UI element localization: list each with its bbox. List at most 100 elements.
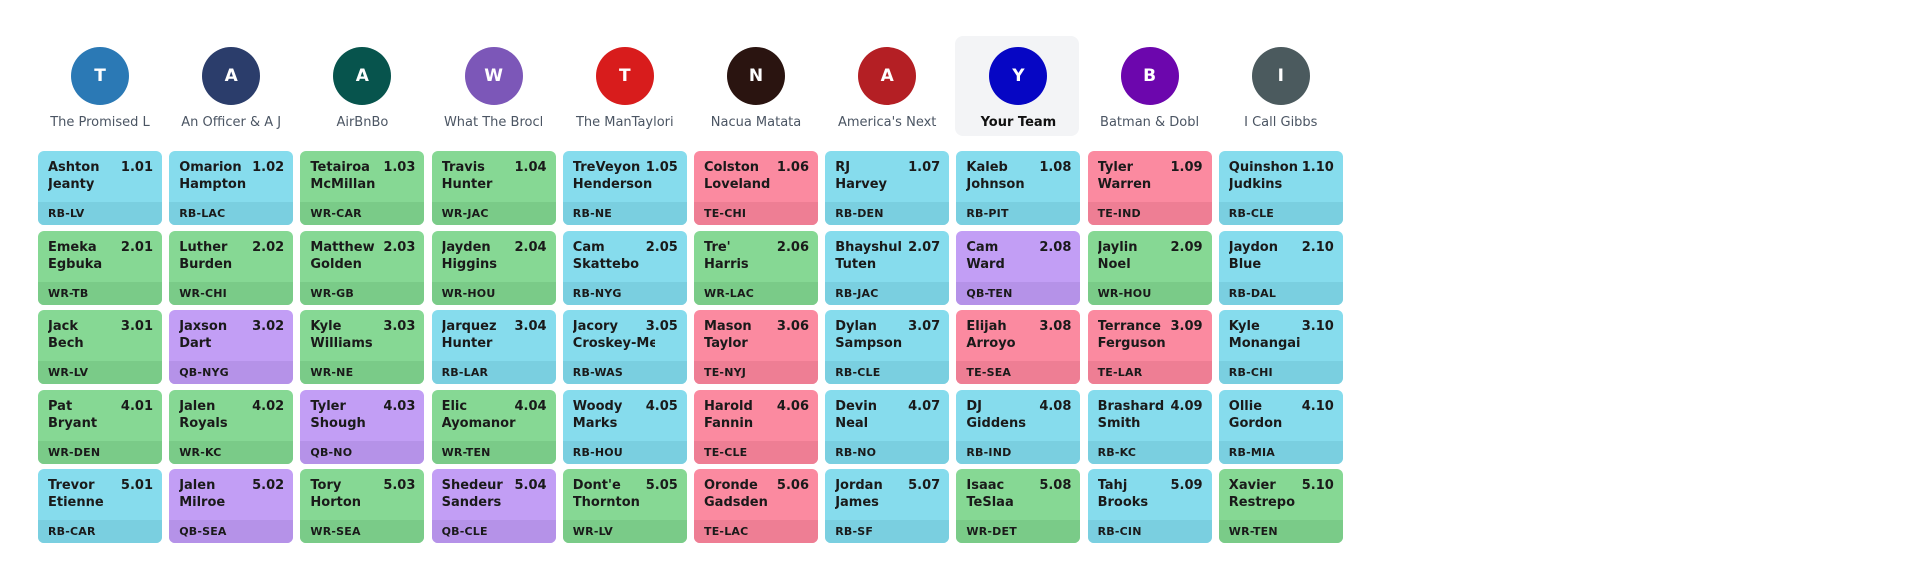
player-last-name: Gordon [1228,415,1283,431]
nfl-team-label: SEA [336,525,361,538]
player-first-name: Kyle [310,319,342,334]
team-header[interactable]: Y Your Team [953,47,1083,130]
pick-card[interactable]: Kaleb Johnson 1.08 RB-PIT [956,151,1081,225]
pick-card[interactable]: Omarion Hampton 1.02 RB-LAC [169,151,294,225]
position-team-label: RB-LV [38,202,162,225]
player-first-name: Jayden [441,239,491,255]
position-label: WR [179,286,201,300]
pick-card[interactable]: DJ Giddens 4.08 RB-IND [956,389,1081,464]
nfl-team-label: LAC [729,286,754,300]
position-team-label: WR-GB [300,281,425,305]
pick-card[interactable]: Jacory Croskey-Merritt 3.05 RB-WAS [562,310,687,384]
player-first-name: Quinshon [1228,160,1298,175]
pick-number: 2.01 [120,239,153,255]
pick-card[interactable]: Dont'e Thornton 5.05 WR-LV [562,469,687,543]
nfl-team-label: TEN [465,445,491,459]
pick-card[interactable]: Ashton Jeanty 1.01 RB-LV [38,151,162,225]
player-name: Pat Bryant [48,398,130,432]
position-team-label: WR-LAC [694,281,818,305]
separator: - [590,207,595,220]
pick-card[interactable]: Travis Hunter 1.04 WR-JAC [431,151,556,225]
pick-card[interactable]: Devin Neal 4.07 RB-NO [825,389,950,464]
team-header[interactable]: T The ManTaylori [560,47,690,130]
pick-card[interactable]: Jack Bech 3.01 WR-LV [38,310,162,384]
pick-card[interactable]: Oronde Gadsden 5.06 TE-LAC [694,469,818,543]
player-name: Isaac TeSlaa [966,477,1048,511]
nfl-team-label: DAL [1250,286,1277,300]
pick-card[interactable]: Tyler Shough 4.03 QB-NO [300,389,425,464]
team-name: America's Next [837,115,937,130]
team-header[interactable]: I I Call Gibbs [1216,47,1346,130]
position-label: WR [310,525,332,538]
pick-card[interactable]: Terrance Ferguson 3.09 TE-LAR [1087,310,1212,384]
pick-card[interactable]: TreVeyon Henderson 1.05 RB-NE [562,151,687,225]
pick-card[interactable]: Colston Loveland 1.06 TE-CHI [694,151,818,225]
pick-card[interactable]: Luther Burden 2.02 WR-CHI [169,230,294,305]
pick-card[interactable]: Elic Ayomanor 4.04 WR-TEN [431,389,556,464]
player-last-name: Warren [1097,177,1152,192]
pick-number: 1.02 [252,160,285,175]
pick-number: 2.06 [776,239,809,255]
pick-card[interactable]: Jarquez Hunter 3.04 RB-LAR [431,310,556,384]
pick-number: 5.06 [776,478,809,493]
position-label: RB [572,286,591,300]
pick-card[interactable]: Tory Horton 5.03 WR-SEA [300,469,425,543]
player-first-name: Tyler [1097,160,1134,175]
pick-card[interactable]: Jayden Higgins 2.04 WR-HOU [431,230,556,305]
team-avatar: A [333,47,392,105]
pick-card[interactable]: Quinshon Judkins 1.10 RB-CLE [1218,151,1343,225]
player-first-name: Harold [704,398,753,414]
position-label: WR [704,286,726,300]
pick-card[interactable]: Tahj Brooks 5.09 RB-CIN [1087,469,1212,543]
pick-card[interactable]: Tre' Harris 2.06 WR-LAC [694,230,818,305]
pick-card[interactable]: Trevor Etienne 5.01 RB-CAR [38,469,162,543]
pick-card[interactable]: Brashard Smith 4.09 RB-KC [1087,389,1212,464]
player-first-name: Elic [441,398,468,414]
pick-card[interactable]: Woody Marks 4.05 RB-HOU [562,389,687,464]
player-first-name: Devin [835,398,877,414]
pick-card[interactable]: Tetairoa McMillan 1.03 WR-CAR [300,151,425,225]
position-label: WR [310,207,332,220]
team-header[interactable]: A An Officer & A J [166,47,296,130]
team-header[interactable]: W What The Brocl [429,47,559,130]
pick-card[interactable]: Mason Taylor 3.06 TE-NYJ [694,310,818,384]
pick-card[interactable]: Kyle Williams 3.03 WR-NE [300,310,425,384]
position-team-label: RB-CAR [38,520,162,543]
pick-card[interactable]: Emeka Egbuka 2.01 WR-TB [38,230,162,305]
team-header[interactable]: A AirBnBo [297,47,427,130]
team-header[interactable]: N Nacua Matata [691,47,821,130]
team-header[interactable]: A America's Next [822,47,952,130]
player-last-name: Noel [1097,256,1131,272]
pick-card[interactable]: Jalen Milroe 5.02 QB-SEA [169,469,294,543]
pick-card[interactable]: Xavier Restrepo 5.10 WR-TEN [1218,469,1343,543]
pick-card[interactable]: Tyler Warren 1.09 TE-IND [1087,151,1212,225]
nfl-team-label: HOU [467,286,496,300]
pick-card[interactable]: Cam Skattebo 2.05 RB-NYG [562,230,687,305]
pick-card[interactable]: Jaxson Dart 3.02 QB-NYG [169,310,294,384]
pick-card[interactable]: Ollie Gordon 4.10 RB-MIA [1218,389,1343,464]
pick-card[interactable]: Jalen Royals 4.02 WR-KC [169,389,294,464]
position-team-label: RB-IND [956,440,1081,464]
pick-card[interactable]: Shedeur Sanders 5.04 QB-CLE [431,469,556,543]
pick-card[interactable]: Matthew Golden 2.03 WR-GB [300,230,425,305]
pick-card[interactable]: Pat Bryant 4.01 WR-DEN [38,389,162,464]
team-header[interactable]: B Batman & Dobl [1085,47,1215,130]
pick-number: 2.09 [1170,239,1203,255]
pick-card[interactable]: Bhayshul Tuten 2.07 RB-JAC [825,230,950,305]
position-team-label: RB-LAC [169,202,294,225]
pick-card[interactable]: RJ Harvey 1.07 RB-DEN [825,151,950,225]
position-team-label: WR-HOU [431,281,556,305]
team-header[interactable]: T The Promised L [35,47,165,130]
position-team-label: RB-PIT [956,202,1081,225]
pick-card[interactable]: Jordan James 5.07 RB-SF [825,469,950,543]
player-last-name: Sanders [441,495,502,510]
pick-card[interactable]: Dylan Sampson 3.07 RB-CLE [825,310,950,384]
pick-card[interactable]: Jaydon Blue 2.10 RB-DAL [1218,230,1343,305]
separator: - [852,207,858,220]
pick-card[interactable]: Jaylin Noel 2.09 WR-HOU [1087,230,1212,305]
pick-card[interactable]: Elijah Arroyo 3.08 TE-SEA [956,310,1081,384]
pick-card[interactable]: Harold Fannin 4.06 TE-CLE [694,389,818,464]
pick-card[interactable]: Cam Ward 2.08 QB-TEN [956,230,1081,305]
pick-card[interactable]: Isaac TeSlaa 5.08 WR-DET [956,469,1081,543]
pick-card[interactable]: Kyle Monangai 3.10 RB-CHI [1218,310,1343,384]
